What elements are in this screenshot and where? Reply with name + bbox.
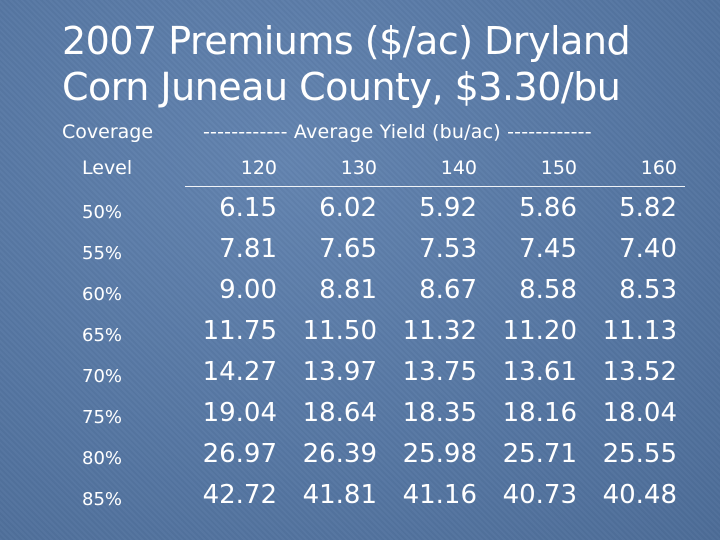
premium-cell: 40.48	[602, 480, 677, 510]
premium-cell: 6.15	[219, 193, 277, 223]
premium-cell: 8.58	[519, 275, 577, 305]
coverage-level-label: 65%	[82, 325, 123, 346]
premium-cell: 18.16	[502, 398, 577, 428]
premium-cell: 42.72	[202, 480, 277, 510]
premium-cell: 7.40	[619, 234, 677, 264]
premium-cell: 8.81	[319, 275, 377, 305]
premium-cell: 13.61	[502, 357, 577, 387]
premium-cell: 9.00	[219, 275, 277, 305]
premium-cell: 11.32	[402, 316, 477, 346]
coverage-level-label: 60%	[82, 284, 123, 305]
premium-cell: 11.13	[602, 316, 677, 346]
premium-cell: 13.75	[402, 357, 477, 387]
yield-column-header: 160	[640, 157, 677, 179]
premium-cell: 26.39	[302, 439, 377, 469]
premium-cell: 13.52	[602, 357, 677, 387]
premium-cell: 7.45	[519, 234, 577, 264]
premium-cell: 13.97	[302, 357, 377, 387]
coverage-level-label: 70%	[82, 366, 123, 387]
premium-cell: 41.81	[302, 480, 377, 510]
premium-cell: 40.73	[502, 480, 577, 510]
coverage-level-label: 85%	[82, 489, 123, 510]
premium-cell: 19.04	[202, 398, 277, 428]
premium-cell: 25.71	[502, 439, 577, 469]
coverage-header: Coverage	[62, 121, 154, 143]
coverage-level-label: 55%	[82, 243, 123, 264]
premium-cell: 18.04	[602, 398, 677, 428]
premium-cell: 7.81	[219, 234, 277, 264]
premium-cell: 11.50	[302, 316, 377, 346]
premium-cell: 14.27	[202, 357, 277, 387]
level-header: Level	[82, 157, 133, 179]
premium-cell: 5.86	[519, 193, 577, 223]
slide-title: 2007 Premiums ($/ac) Dryland Corn Juneau…	[62, 18, 702, 110]
premium-cell: 26.97	[202, 439, 277, 469]
premium-cell: 41.16	[402, 480, 477, 510]
premium-cell: 7.65	[319, 234, 377, 264]
average-yield-header: ------------ Average Yield (bu/ac) -----…	[203, 121, 592, 143]
title-line-2: Corn Juneau County, $3.30/bu	[62, 65, 621, 109]
premium-cell: 7.53	[419, 234, 477, 264]
yield-column-header: 120	[240, 157, 277, 179]
premium-cell: 18.35	[402, 398, 477, 428]
yield-column-header: 150	[540, 157, 577, 179]
premium-cell: 11.20	[502, 316, 577, 346]
premium-cell: 6.02	[319, 193, 377, 223]
title-line-1: 2007 Premiums ($/ac) Dryland	[62, 19, 631, 63]
premium-cell: 5.82	[619, 193, 677, 223]
premium-cell: 8.53	[619, 275, 677, 305]
coverage-level-label: 75%	[82, 407, 123, 428]
premium-cell: 18.64	[302, 398, 377, 428]
premium-cell: 8.67	[419, 275, 477, 305]
header-divider	[185, 186, 685, 187]
coverage-level-label: 80%	[82, 448, 123, 469]
premium-cell: 25.55	[602, 439, 677, 469]
premium-cell: 5.92	[419, 193, 477, 223]
premium-cell: 25.98	[402, 439, 477, 469]
coverage-level-label: 50%	[82, 202, 123, 223]
yield-column-header: 130	[340, 157, 377, 179]
premium-cell: 11.75	[202, 316, 277, 346]
yield-column-header: 140	[440, 157, 477, 179]
